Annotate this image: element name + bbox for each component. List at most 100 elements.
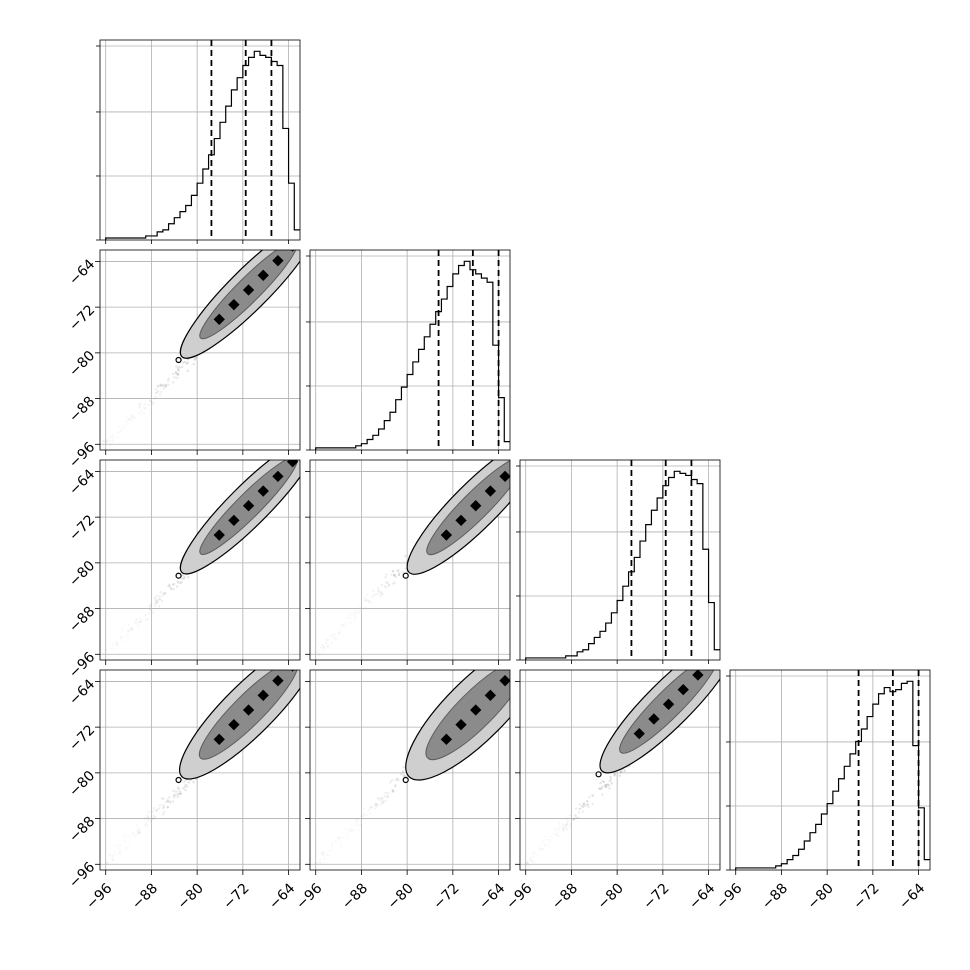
sample-point <box>578 807 581 810</box>
sample-point <box>363 597 367 600</box>
sample-point <box>526 862 529 866</box>
xtick-label-4-1: −88 <box>759 880 791 912</box>
sample-point <box>510 457 512 459</box>
sample-point <box>123 425 127 428</box>
sample-point <box>514 456 516 458</box>
sample-point <box>168 583 171 586</box>
sample-point <box>381 796 384 800</box>
sample-point <box>526 861 529 865</box>
sample-point <box>362 807 366 811</box>
sample-point <box>138 404 141 408</box>
sample-point <box>111 645 114 648</box>
sample-point <box>321 644 324 647</box>
sample-point <box>355 821 358 825</box>
sample-point <box>586 803 589 807</box>
sample-point <box>106 438 109 442</box>
sample-point <box>167 379 170 382</box>
sample-point <box>547 838 550 842</box>
sample-point <box>157 598 161 601</box>
sample-point <box>565 817 568 820</box>
sample-point <box>385 573 388 576</box>
hist-frame-3 <box>519 459 721 661</box>
sample-point <box>575 816 579 820</box>
sample-point <box>360 814 363 818</box>
sample-point <box>322 853 325 857</box>
xtick-label-2-4: −64 <box>476 880 508 912</box>
sample-point <box>166 806 170 809</box>
sample-point <box>513 670 515 672</box>
sample-point <box>582 805 585 808</box>
sample-point <box>154 600 158 604</box>
sample-point <box>515 667 517 669</box>
scatter-content-4-2 <box>314 667 517 866</box>
sample-point <box>149 603 153 607</box>
sample-point <box>130 416 133 420</box>
scatter-content-2-1 <box>101 250 304 448</box>
sample-point <box>155 809 159 812</box>
sample-point <box>396 777 399 780</box>
sample-point <box>108 853 112 857</box>
sample-point <box>302 253 304 255</box>
sample-point <box>543 848 546 852</box>
sample-point <box>391 582 395 585</box>
sample-point <box>373 807 377 810</box>
sample-point <box>536 853 540 856</box>
sample-point <box>186 576 190 579</box>
sample-point <box>175 585 179 588</box>
density-peak <box>228 299 240 311</box>
sample-point <box>314 863 317 866</box>
sample-point <box>607 784 611 787</box>
sample-point <box>176 376 179 380</box>
density-peak <box>677 683 689 696</box>
sample-point <box>162 592 165 595</box>
sample-point <box>176 368 180 371</box>
sample-point <box>564 824 567 827</box>
sample-point <box>582 803 586 806</box>
sample-point <box>321 851 324 855</box>
sample-point <box>108 440 112 443</box>
sample-point <box>355 614 359 617</box>
ytick-label-3-4: −64 <box>66 466 98 498</box>
sample-point <box>340 630 343 634</box>
sample-point <box>325 638 328 642</box>
sample-point <box>172 793 176 797</box>
density-peak <box>272 470 284 483</box>
scatter-content-3-1 <box>104 458 302 652</box>
sample-point <box>323 854 326 858</box>
sample-point <box>397 573 401 577</box>
density-peak <box>257 269 269 281</box>
sample-point <box>300 458 302 460</box>
sample-point <box>130 627 134 631</box>
sample-point <box>588 796 591 799</box>
sample-point <box>185 362 189 365</box>
sample-point <box>166 800 170 803</box>
sample-point <box>722 663 724 665</box>
sample-point <box>369 812 372 816</box>
xtick-label-3-2: −80 <box>595 880 627 912</box>
scatter-panel-4-1: −96−96−88−88−80−80−72−72−64−64 <box>66 663 304 913</box>
sample-point <box>126 636 129 639</box>
sample-point <box>302 663 304 665</box>
sample-point <box>383 795 387 798</box>
sample-point <box>344 622 347 626</box>
sample-point <box>179 792 183 795</box>
sample-point <box>183 360 187 364</box>
sample-point <box>162 806 165 810</box>
sample-point <box>164 384 167 387</box>
sample-point <box>162 384 165 387</box>
sample-point <box>326 853 330 857</box>
contour-islet <box>402 572 409 579</box>
sample-point <box>131 831 134 834</box>
sample-point <box>186 361 189 364</box>
sample-point <box>142 406 146 410</box>
sample-point <box>538 848 541 852</box>
sample-point <box>130 627 133 630</box>
sample-point <box>108 854 111 857</box>
sample-point <box>553 832 556 836</box>
sample-point <box>316 649 320 652</box>
sample-point <box>402 774 405 777</box>
scatter-frame-3-2 <box>309 459 511 661</box>
sample-point <box>151 611 155 614</box>
density-peak <box>242 284 255 296</box>
sample-point <box>184 783 187 787</box>
